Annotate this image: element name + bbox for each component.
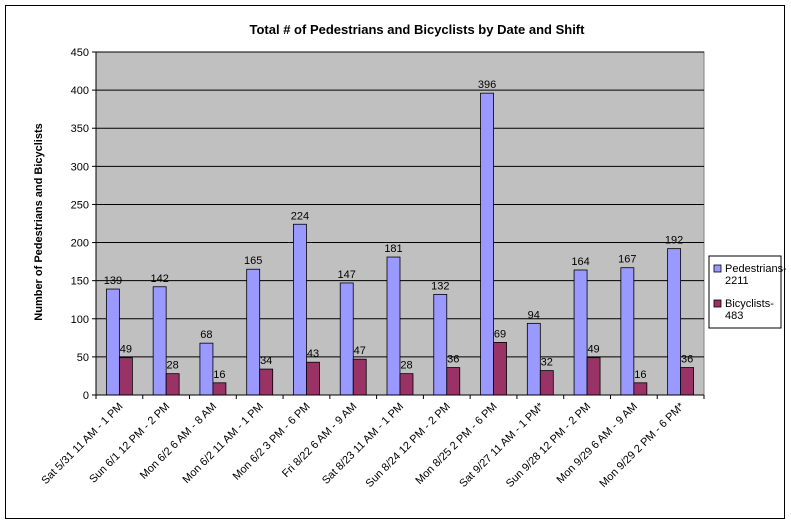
legend: Pedestrians-2211 Bicyclists-483 bbox=[708, 255, 786, 329]
y-tick-label: 100 bbox=[71, 314, 89, 326]
bars bbox=[105, 92, 695, 396]
bar-pedestrians bbox=[433, 293, 448, 396]
bar-bicyclists bbox=[493, 342, 507, 396]
x-tick-label: Mon 6/2 3 PM - 6 PM bbox=[231, 401, 313, 483]
data-label-bicyclists: 49 bbox=[587, 344, 599, 356]
data-label-bicyclists: 69 bbox=[494, 328, 506, 340]
bar-pedestrians bbox=[339, 282, 354, 396]
bar-pedestrians bbox=[480, 92, 494, 396]
x-tick-label: Mon 8/25 2 PM - 6 PM bbox=[413, 401, 499, 487]
x-tick-label: Sat 5/31 11 AM - 1 PM bbox=[39, 401, 125, 487]
bar-bicyclists bbox=[399, 373, 414, 396]
y-tick-label: 250 bbox=[71, 199, 89, 211]
y-tick-label: 50 bbox=[77, 352, 89, 364]
data-label-bicyclists: 49 bbox=[120, 344, 132, 356]
data-label-bicyclists: 28 bbox=[167, 360, 179, 372]
data-label-pedestrians: 165 bbox=[244, 255, 262, 267]
x-tick-label: Mon 6/2 6 AM - 8 AM bbox=[138, 401, 219, 482]
legend-swatch-pedestrians bbox=[713, 264, 722, 273]
x-tick-label: Mon 9/29 2 PM - 6 PM* bbox=[597, 400, 687, 490]
legend-label-bicyclists: Bicyclists- bbox=[725, 298, 774, 310]
bar-pedestrians bbox=[152, 286, 167, 396]
bar-bicyclists bbox=[118, 357, 133, 396]
x-tick-label: Mon 9/29 6 AM - 9 AM bbox=[555, 401, 640, 486]
data-label-pedestrians: 132 bbox=[431, 280, 449, 292]
y-axis-ticks: 0 50 100 150 200 250 300 350 400 450 bbox=[71, 47, 96, 402]
data-label-bicyclists: 43 bbox=[307, 348, 319, 360]
data-label-pedestrians: 68 bbox=[200, 329, 212, 341]
data-label-bicyclists: 36 bbox=[681, 354, 693, 366]
x-tick-label: Sat 8/23 11 AM - 1 PM bbox=[320, 401, 406, 487]
bar-chart: Total # of Pedestrians and Bicyclists by… bbox=[33, 22, 786, 490]
bar-bicyclists bbox=[680, 367, 695, 396]
data-label-pedestrians: 396 bbox=[478, 79, 496, 91]
bar-pedestrians bbox=[667, 248, 682, 396]
data-label-pedestrians: 94 bbox=[528, 309, 540, 321]
bar-pedestrians bbox=[573, 269, 588, 396]
data-label-pedestrians: 142 bbox=[150, 273, 168, 285]
bar-bicyclists bbox=[352, 358, 367, 396]
bar-pedestrians bbox=[105, 288, 120, 396]
data-label-bicyclists: 36 bbox=[447, 354, 459, 366]
data-label-pedestrians: 192 bbox=[665, 235, 683, 247]
y-tick-label: 150 bbox=[71, 276, 89, 288]
data-label-pedestrians: 164 bbox=[571, 256, 589, 268]
bar-pedestrians bbox=[293, 223, 307, 396]
x-tick-label: Sun 8/24 12 PM - 2 PM bbox=[364, 401, 453, 490]
bar-bicyclists bbox=[306, 361, 320, 396]
data-label-bicyclists: 34 bbox=[260, 355, 272, 367]
bar-pedestrians bbox=[620, 267, 635, 396]
data-label-bicyclists: 16 bbox=[634, 369, 646, 381]
chart-title: Total # of Pedestrians and Bicyclists by… bbox=[250, 22, 586, 37]
data-label-pedestrians: 147 bbox=[338, 269, 356, 281]
y-tick-label: 0 bbox=[83, 390, 89, 402]
x-tick-label: Sun 9/28 12 PM - 2 PM bbox=[504, 401, 593, 490]
chart-frame: Total # of Pedestrians and Bicyclists by… bbox=[5, 5, 786, 519]
bar-pedestrians bbox=[526, 322, 541, 396]
data-labels: 139 49 142 28 68 16 165 34 224 43 147 47 181 28 132 36 3… bbox=[104, 79, 694, 381]
data-label-pedestrians: 167 bbox=[618, 254, 636, 266]
legend-swatch-bicyclists bbox=[713, 299, 722, 308]
data-label-bicyclists: 32 bbox=[541, 357, 553, 369]
legend-label-bicyclists: 483 bbox=[725, 310, 743, 322]
y-tick-label: 200 bbox=[71, 238, 89, 250]
bar-bicyclists bbox=[259, 368, 274, 396]
y-tick-label: 350 bbox=[71, 123, 89, 135]
data-label-bicyclists: 47 bbox=[354, 345, 366, 357]
data-label-pedestrians: 181 bbox=[384, 243, 402, 255]
bar-bicyclists bbox=[539, 370, 554, 396]
data-label-pedestrians: 224 bbox=[291, 210, 309, 222]
y-tick-label: 300 bbox=[71, 161, 89, 173]
data-label-bicyclists: 28 bbox=[400, 360, 412, 372]
data-label-pedestrians: 139 bbox=[104, 275, 122, 287]
bar-pedestrians bbox=[199, 342, 214, 396]
legend-label-pedestrians: Pedestrians- bbox=[725, 263, 786, 275]
y-tick-label: 400 bbox=[71, 85, 89, 97]
bar-bicyclists bbox=[633, 382, 648, 396]
x-tick-label: Mon 6/2 11 AM - 1 PM bbox=[181, 401, 266, 486]
bar-pedestrians bbox=[246, 268, 261, 396]
x-tick-label: Sun 6/1 12 PM - 2 PM bbox=[87, 401, 172, 486]
legend-label-pedestrians: 2211 bbox=[725, 275, 749, 287]
gridlines bbox=[96, 51, 704, 358]
y-axis-label: Number of Pedestrians and Bicyclists bbox=[33, 123, 45, 320]
x-tick-label: Sat 9/27 11 AM - 1 PM* bbox=[457, 400, 547, 490]
bar-pedestrians bbox=[386, 256, 401, 396]
bar-bicyclists bbox=[212, 382, 227, 396]
data-label-bicyclists: 16 bbox=[213, 369, 225, 381]
y-tick-label: 450 bbox=[71, 47, 89, 59]
bar-bicyclists bbox=[586, 357, 601, 396]
bar-bicyclists bbox=[165, 373, 180, 396]
bar-bicyclists bbox=[446, 367, 461, 396]
